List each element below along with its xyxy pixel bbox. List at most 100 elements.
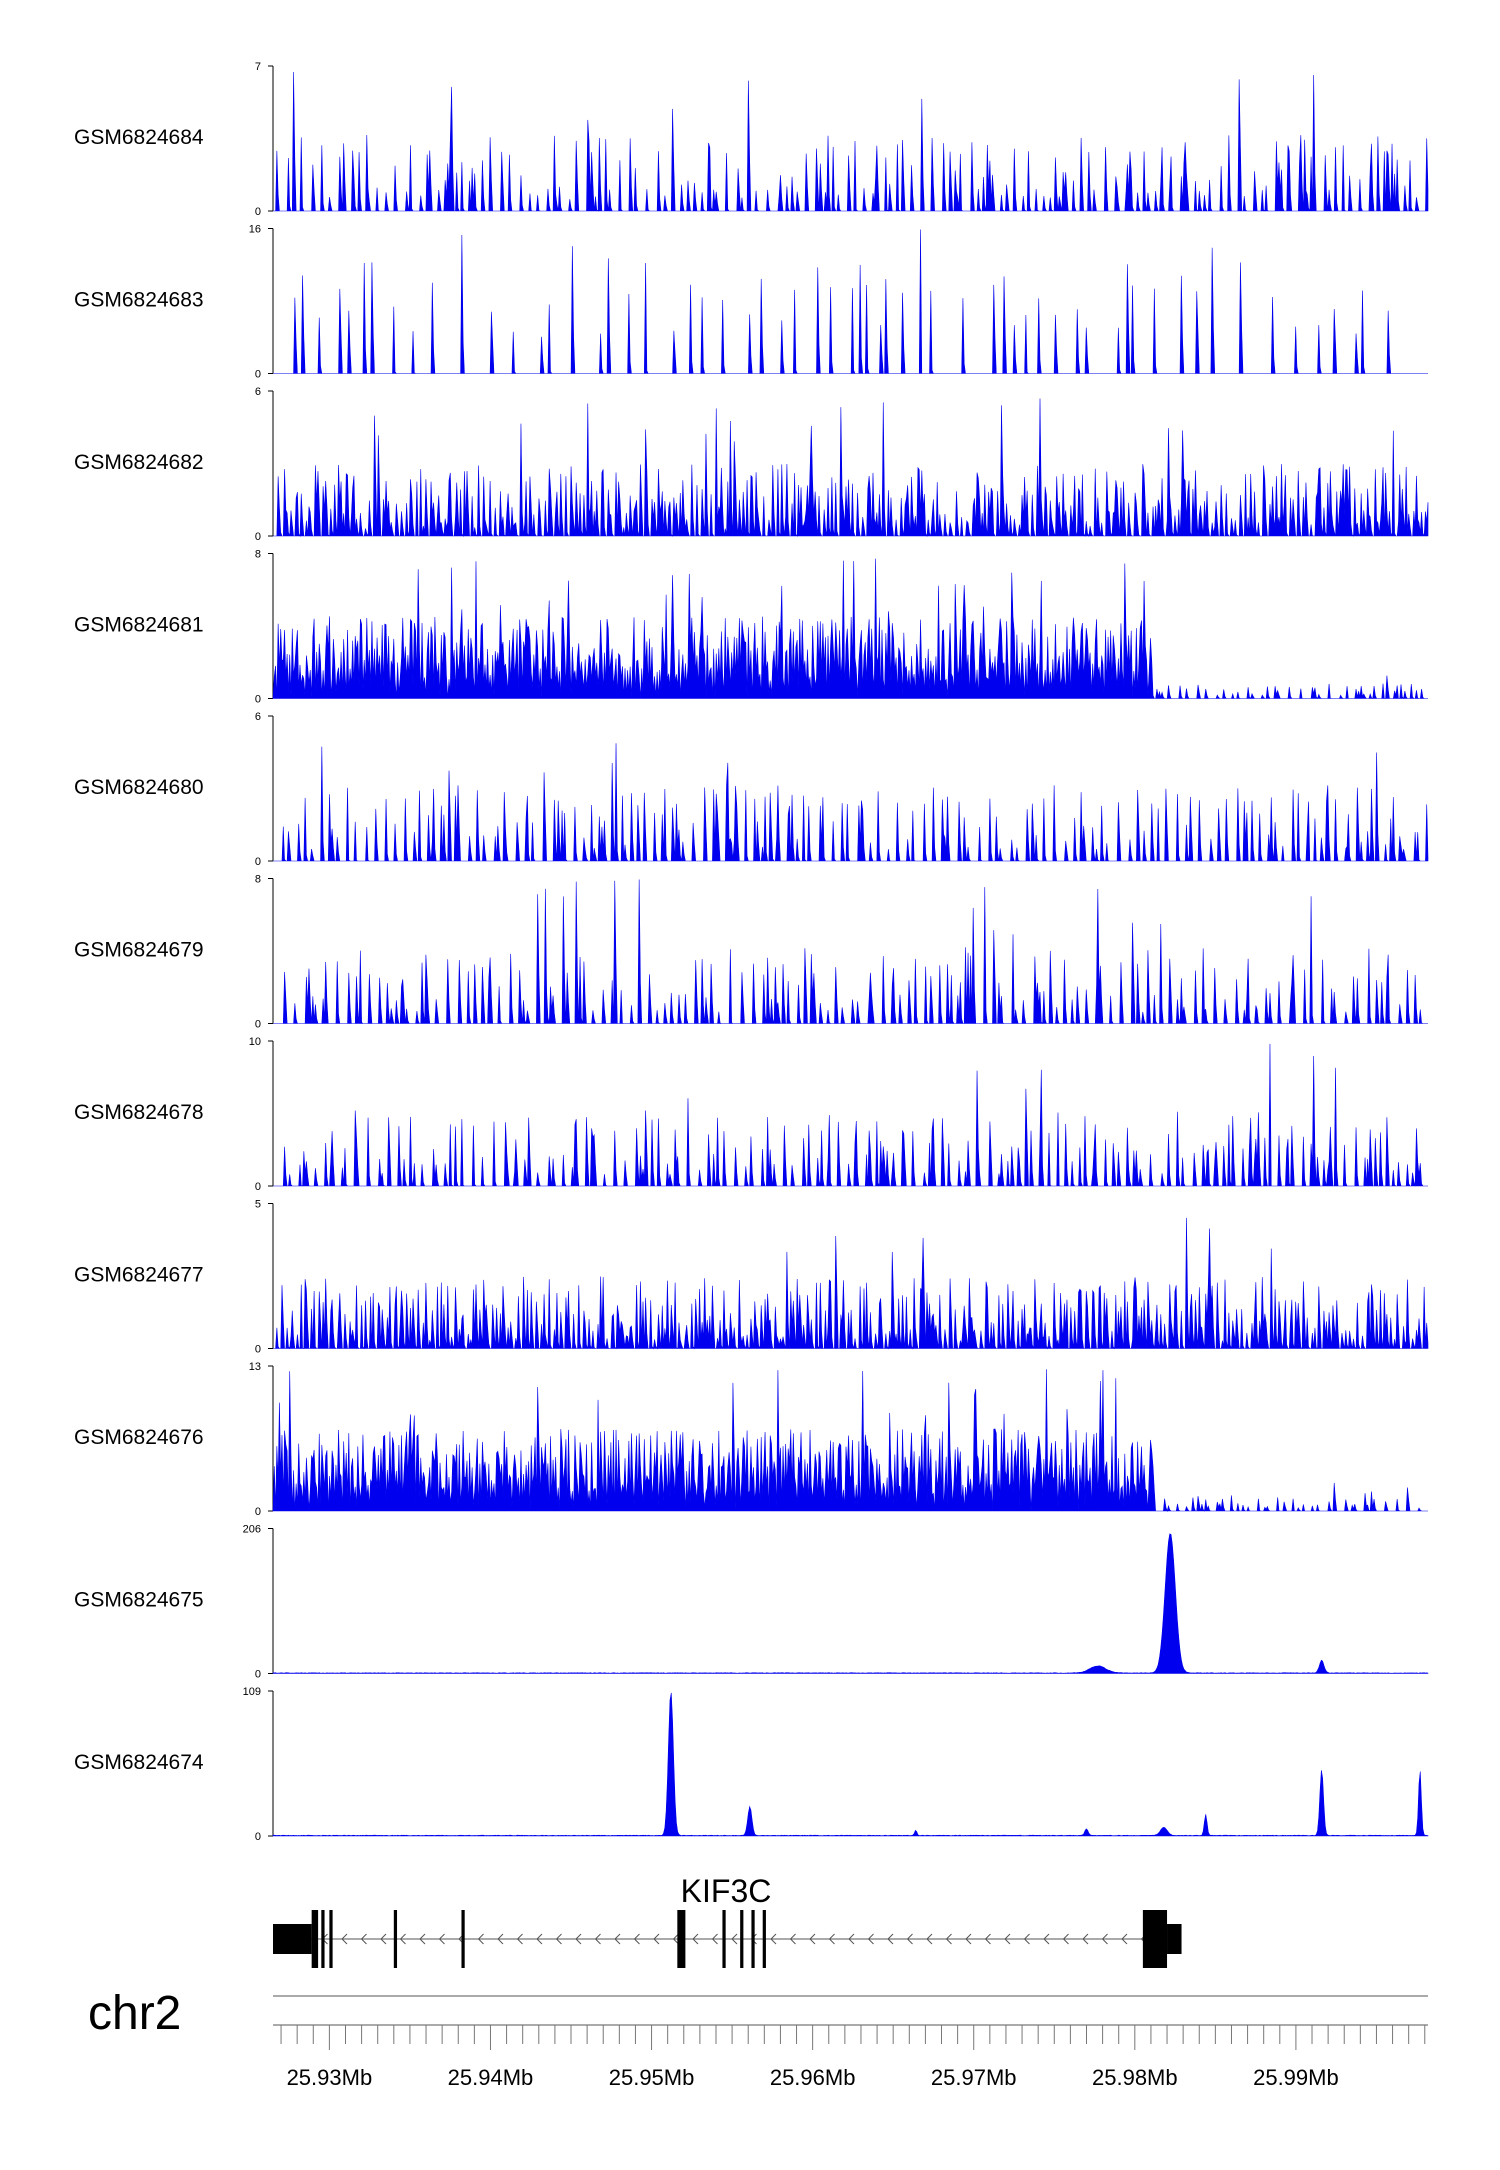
strand-arrow [1082, 1933, 1089, 1945]
y-axis-zero-label: 0 [255, 1669, 261, 1681]
x-tick-label: 25.96Mb [770, 2065, 856, 2090]
track-label: GSM6824678 [74, 1101, 204, 1124]
signal-tracks: GSM682468470GSM6824683160GSM682468260GSM… [74, 61, 1429, 1843]
gene-exon [1142, 1910, 1168, 1968]
track-GSM6824675: GSM6824675 206 0 [74, 1524, 1429, 1681]
strand-arrow [536, 1933, 543, 1945]
y-axis-max-label: 5 [255, 1199, 261, 1211]
gene-exon [762, 1910, 766, 1968]
strand-arrow [906, 1933, 913, 1945]
track-GSM6824679: GSM6824679 8 0 [74, 874, 1428, 1031]
x-tick-label: 25.98Mb [1092, 2065, 1178, 2090]
chromosome-label: chr2 [88, 1987, 181, 2040]
strand-arrow [594, 1933, 601, 1945]
gene-exon [677, 1910, 686, 1968]
track-label: GSM6824679 [74, 939, 204, 962]
genomic-axis: chr2 25.93Mb 25.94Mb 25.95Mb 25.96Mb 25.97Mb 2… [88, 1987, 1428, 2090]
signal-area [272, 1533, 1429, 1674]
x-tick-label: 25.99Mb [1253, 2065, 1339, 2090]
strand-arrow [1101, 1933, 1108, 1945]
strand-arrow [614, 1933, 621, 1945]
x-tick-label: 25.95Mb [609, 2065, 695, 2090]
strand-arrow [711, 1933, 718, 1945]
y-axis-max-label: 8 [255, 874, 261, 886]
strand-arrow [789, 1933, 796, 1945]
strand-arrow [887, 1933, 894, 1945]
y-axis-zero-label: 0 [255, 1344, 261, 1356]
track-GSM6824682: GSM6824682 6 0 [74, 386, 1429, 543]
strand-arrow [926, 1933, 933, 1945]
gene-exon [751, 1910, 755, 1968]
strand-arrow [341, 1933, 348, 1945]
x-tick-label: 25.94Mb [448, 2065, 534, 2090]
strand-arrow [1121, 1933, 1128, 1945]
track-label: GSM6824680 [74, 776, 204, 799]
strand-arrow [516, 1933, 523, 1945]
signal-area [273, 879, 1428, 1025]
strand-arrow [438, 1933, 445, 1945]
gene-track: KIF3C [273, 1873, 1182, 1968]
track-label: GSM6824674 [74, 1751, 204, 1774]
strand-arrow [555, 1933, 562, 1945]
gene-exon [722, 1910, 726, 1968]
gene-name: KIF3C [681, 1873, 772, 1909]
strand-arrow [633, 1933, 640, 1945]
track-GSM6824677: GSM6824677 5 0 [74, 1199, 1429, 1356]
track-label: GSM6824683 [74, 289, 204, 312]
strand-arrow [419, 1933, 426, 1945]
strand-arrow [672, 1933, 679, 1945]
strand-arrow [477, 1933, 484, 1945]
strand-arrow [575, 1933, 582, 1945]
signal-area [273, 1217, 1429, 1350]
signal-area [273, 1043, 1428, 1187]
y-axis-zero-label: 0 [255, 856, 261, 868]
track-GSM6824674: GSM6824674 109 0 [74, 1686, 1429, 1843]
gene-exon [329, 1910, 333, 1968]
gene-exon [311, 1910, 319, 1968]
y-axis-zero-label: 0 [255, 1019, 261, 1031]
strand-arrow [1004, 1933, 1011, 1945]
y-axis-max-label: 206 [243, 1524, 261, 1536]
track-label: GSM6824675 [74, 1589, 204, 1612]
gene-exon [321, 1910, 325, 1968]
strand-arrow [867, 1933, 874, 1945]
gene-exon [461, 1910, 465, 1968]
track-GSM6824680: GSM6824680 6 0 [74, 711, 1429, 868]
strand-arrow [1043, 1933, 1050, 1945]
gene-exon [740, 1910, 744, 1968]
strand-arrow [984, 1933, 991, 1945]
strand-arrow [731, 1933, 738, 1945]
signal-area [273, 229, 1428, 374]
y-axis-zero-label: 0 [255, 694, 261, 706]
gene-utr [273, 1924, 312, 1954]
y-axis-zero-label: 0 [255, 369, 261, 381]
track-label: GSM6824684 [74, 126, 204, 149]
gene-utr [1167, 1924, 1182, 1954]
strand-arrow [1023, 1933, 1030, 1945]
strand-arrow [653, 1933, 660, 1945]
strand-arrow [360, 1933, 367, 1945]
y-axis-max-label: 7 [255, 61, 261, 73]
signal-area [272, 1692, 1429, 1837]
signal-area [272, 558, 1428, 700]
strand-arrow [497, 1933, 504, 1945]
track-GSM6824681: GSM6824681 8 0 [74, 549, 1428, 706]
y-axis-max-label: 16 [249, 224, 261, 236]
track-label: GSM6824681 [74, 614, 204, 637]
y-axis-zero-label: 0 [255, 1831, 261, 1843]
y-axis-max-label: 6 [255, 711, 261, 723]
track-label: GSM6824682 [74, 451, 204, 474]
y-axis-max-label: 10 [249, 1036, 261, 1048]
y-axis-max-label: 8 [255, 549, 261, 561]
gene-exon [393, 1910, 398, 1968]
signal-area [273, 72, 1429, 212]
track-GSM6824676: GSM6824676 13 0 [74, 1361, 1428, 1518]
strand-arrow [692, 1933, 699, 1945]
track-label: GSM6824677 [74, 1264, 204, 1287]
track-GSM6824683: GSM6824683 16 0 [74, 224, 1428, 381]
y-axis-zero-label: 0 [255, 206, 261, 218]
signal-area [273, 398, 1429, 538]
strand-arrow [848, 1933, 855, 1945]
x-tick-label: 25.97Mb [931, 2065, 1017, 2090]
